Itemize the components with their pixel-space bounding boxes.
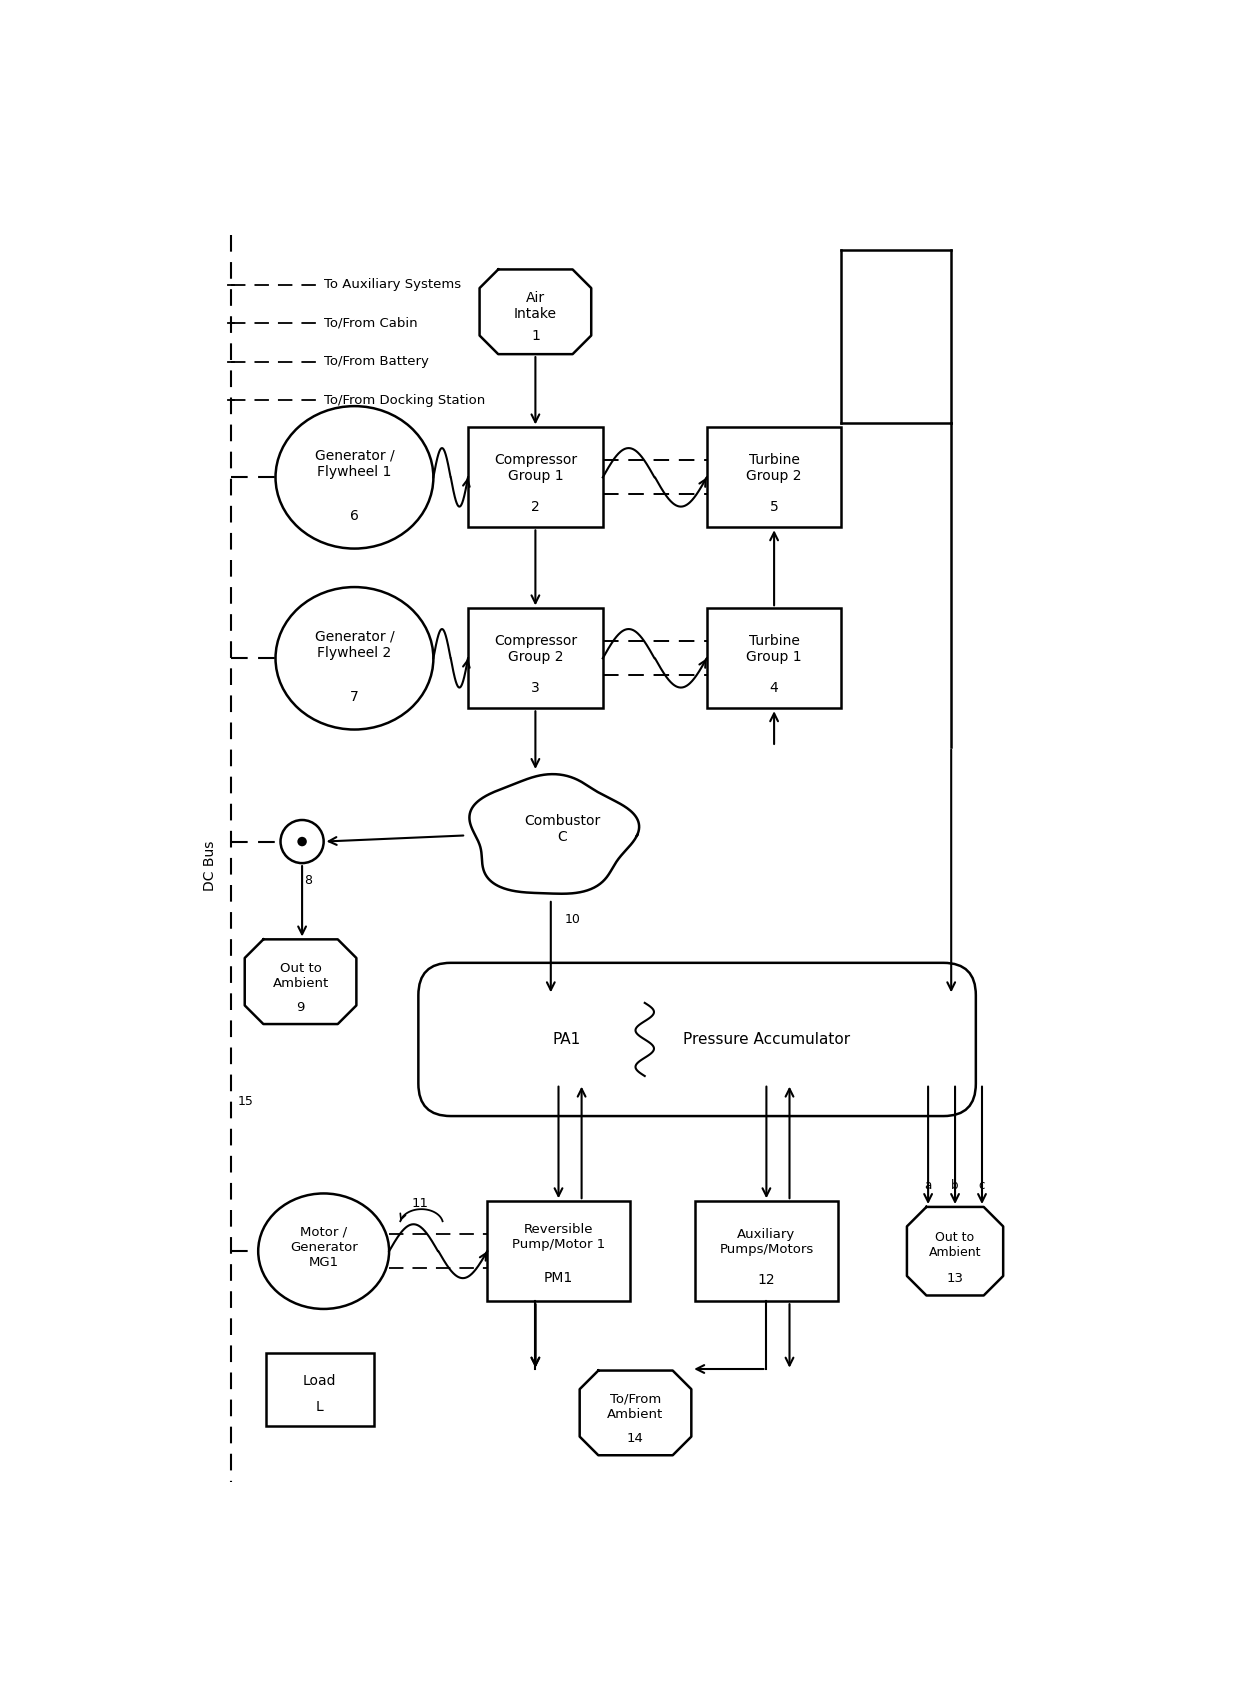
Text: To/From Docking Station: To/From Docking Station	[324, 394, 485, 406]
Text: L: L	[316, 1399, 324, 1414]
Text: To/From Battery: To/From Battery	[324, 355, 429, 369]
Text: Reversible
Pump/Motor 1: Reversible Pump/Motor 1	[512, 1224, 605, 1251]
Bar	[467, 609, 603, 709]
Text: Air
Intake: Air Intake	[513, 291, 557, 321]
Text: c: c	[978, 1178, 986, 1192]
Text: Compressor
Group 2: Compressor Group 2	[494, 634, 577, 665]
Text: To/From
Ambient: To/From Ambient	[608, 1392, 663, 1421]
Text: Pressure Accumulator: Pressure Accumulator	[683, 1032, 849, 1047]
Text: 1: 1	[531, 330, 539, 343]
Bar	[707, 609, 842, 709]
Text: Compressor
Group 1: Compressor Group 1	[494, 452, 577, 483]
Text: Turbine
Group 2: Turbine Group 2	[746, 452, 802, 483]
Text: 6: 6	[350, 508, 358, 524]
Text: Turbine
Group 1: Turbine Group 1	[746, 634, 802, 665]
Text: Combustor
C: Combustor C	[525, 814, 600, 845]
Text: b: b	[951, 1178, 959, 1192]
Text: 3: 3	[531, 680, 539, 695]
Text: 12: 12	[758, 1273, 775, 1287]
Circle shape	[298, 836, 306, 847]
Text: Load: Load	[303, 1374, 336, 1387]
Text: 4: 4	[770, 680, 779, 695]
Text: 11: 11	[412, 1197, 428, 1210]
Text: 7: 7	[350, 690, 358, 704]
Bar	[467, 427, 603, 527]
Text: Generator /
Flywheel 1: Generator / Flywheel 1	[315, 449, 394, 479]
Text: Auxiliary
Pumps/Motors: Auxiliary Pumps/Motors	[719, 1227, 813, 1256]
Text: 13: 13	[946, 1272, 963, 1285]
Text: Out to
Ambient: Out to Ambient	[273, 962, 329, 989]
Text: PA1: PA1	[552, 1032, 580, 1047]
Text: 9: 9	[296, 1001, 305, 1013]
Text: PM1: PM1	[544, 1272, 573, 1285]
Text: 15: 15	[237, 1095, 253, 1108]
Text: 10: 10	[564, 913, 580, 927]
Text: To/From Cabin: To/From Cabin	[324, 316, 418, 330]
Text: To Auxiliary Systems: To Auxiliary Systems	[324, 279, 461, 291]
Text: 2: 2	[531, 500, 539, 513]
Bar	[696, 1202, 838, 1300]
Text: Generator /
Flywheel 2: Generator / Flywheel 2	[315, 629, 394, 660]
Text: 14: 14	[627, 1431, 644, 1445]
Text: DC Bus: DC Bus	[203, 842, 217, 891]
Bar	[707, 427, 842, 527]
Text: 8: 8	[304, 874, 312, 887]
Text: Out to
Ambient: Out to Ambient	[929, 1231, 981, 1260]
Bar	[487, 1202, 630, 1300]
Bar	[265, 1353, 373, 1426]
Text: Motor /
Generator
MG1: Motor / Generator MG1	[290, 1226, 357, 1268]
Text: 5: 5	[770, 500, 779, 513]
Text: a: a	[925, 1178, 931, 1192]
